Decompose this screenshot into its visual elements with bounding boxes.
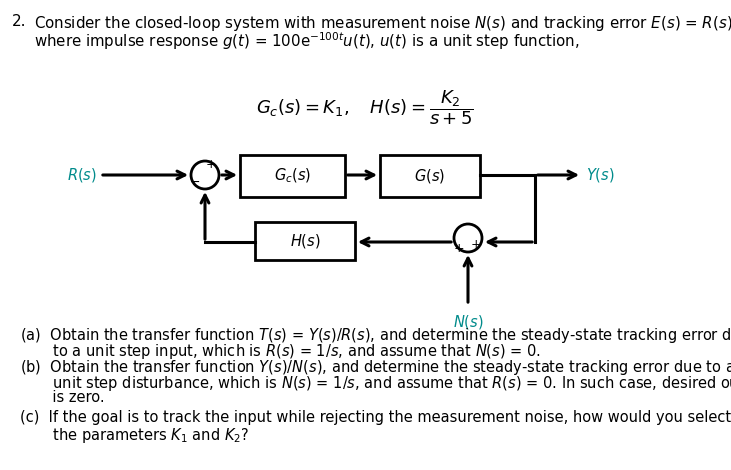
Text: $N(s)$: $N(s)$ [452, 313, 483, 331]
Text: (b)  Obtain the transfer function $\mathit{Y(s)/N(s)}$, and determine the steady: (b) Obtain the transfer function $\mathi… [20, 358, 731, 377]
Text: the parameters $\mathit{K_1}$ and $\mathit{K_2}$?: the parameters $\mathit{K_1}$ and $\math… [20, 426, 249, 445]
Text: 2.: 2. [12, 14, 26, 29]
Text: where impulse response $\mathit{g(t)}$ = 100e$^{-100t}$$\mathit{u(t)}$, $\mathit: where impulse response $\mathit{g(t)}$ =… [34, 30, 580, 52]
Text: $H(s)$: $H(s)$ [289, 232, 320, 250]
Text: $G_c(s)$: $G_c(s)$ [274, 167, 311, 185]
Text: Consider the closed-loop system with measurement noise $\mathit{N(s)}$ and track: Consider the closed-loop system with mea… [34, 14, 731, 33]
Text: is zero.: is zero. [20, 390, 105, 405]
Text: $G_c(s)=K_1, \quad H(s)=\dfrac{K_2}{s+5}$: $G_c(s)=K_1, \quad H(s)=\dfrac{K_2}{s+5}… [256, 88, 474, 126]
Text: to a unit step input, which is $\mathit{R(s)}$ = 1/$\mathit{s}$, and assume that: to a unit step input, which is $\mathit{… [20, 342, 541, 361]
Bar [380, 155, 480, 197]
Circle shape [191, 161, 219, 189]
Text: $G(s)$: $G(s)$ [414, 167, 445, 185]
Text: +: + [471, 238, 481, 251]
Text: −: − [190, 175, 200, 188]
Circle shape [454, 224, 482, 252]
Text: $R(s)$: $R(s)$ [67, 166, 97, 184]
Text: +: + [454, 242, 464, 254]
Bar [240, 155, 345, 197]
Text: unit step disturbance, which is $\mathit{N(s)}$ = 1/$\mathit{s}$, and assume tha: unit step disturbance, which is $\mathit… [20, 374, 731, 393]
Bar [255, 222, 355, 260]
Text: (a)  Obtain the transfer function $\mathit{T(s)}$ = $\mathit{Y(s)/R(s)}$, and de: (a) Obtain the transfer function $\mathi… [20, 326, 731, 345]
Text: $Y(s)$: $Y(s)$ [586, 166, 615, 184]
Text: (c)  If the goal is to track the input while rejecting the measurement noise, ho: (c) If the goal is to track the input wh… [20, 410, 731, 425]
Text: +: + [205, 158, 216, 172]
